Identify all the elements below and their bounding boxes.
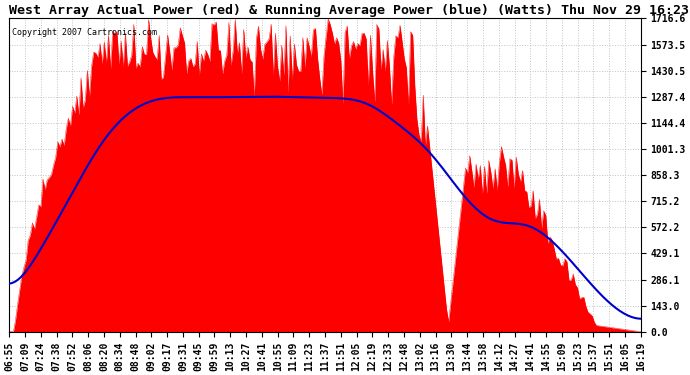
Text: West Array Actual Power (red) & Running Average Power (blue) (Watts) Thu Nov 29 : West Array Actual Power (red) & Running … [9, 4, 689, 17]
Text: Copyright 2007 Cartronics.com: Copyright 2007 Cartronics.com [12, 28, 157, 37]
